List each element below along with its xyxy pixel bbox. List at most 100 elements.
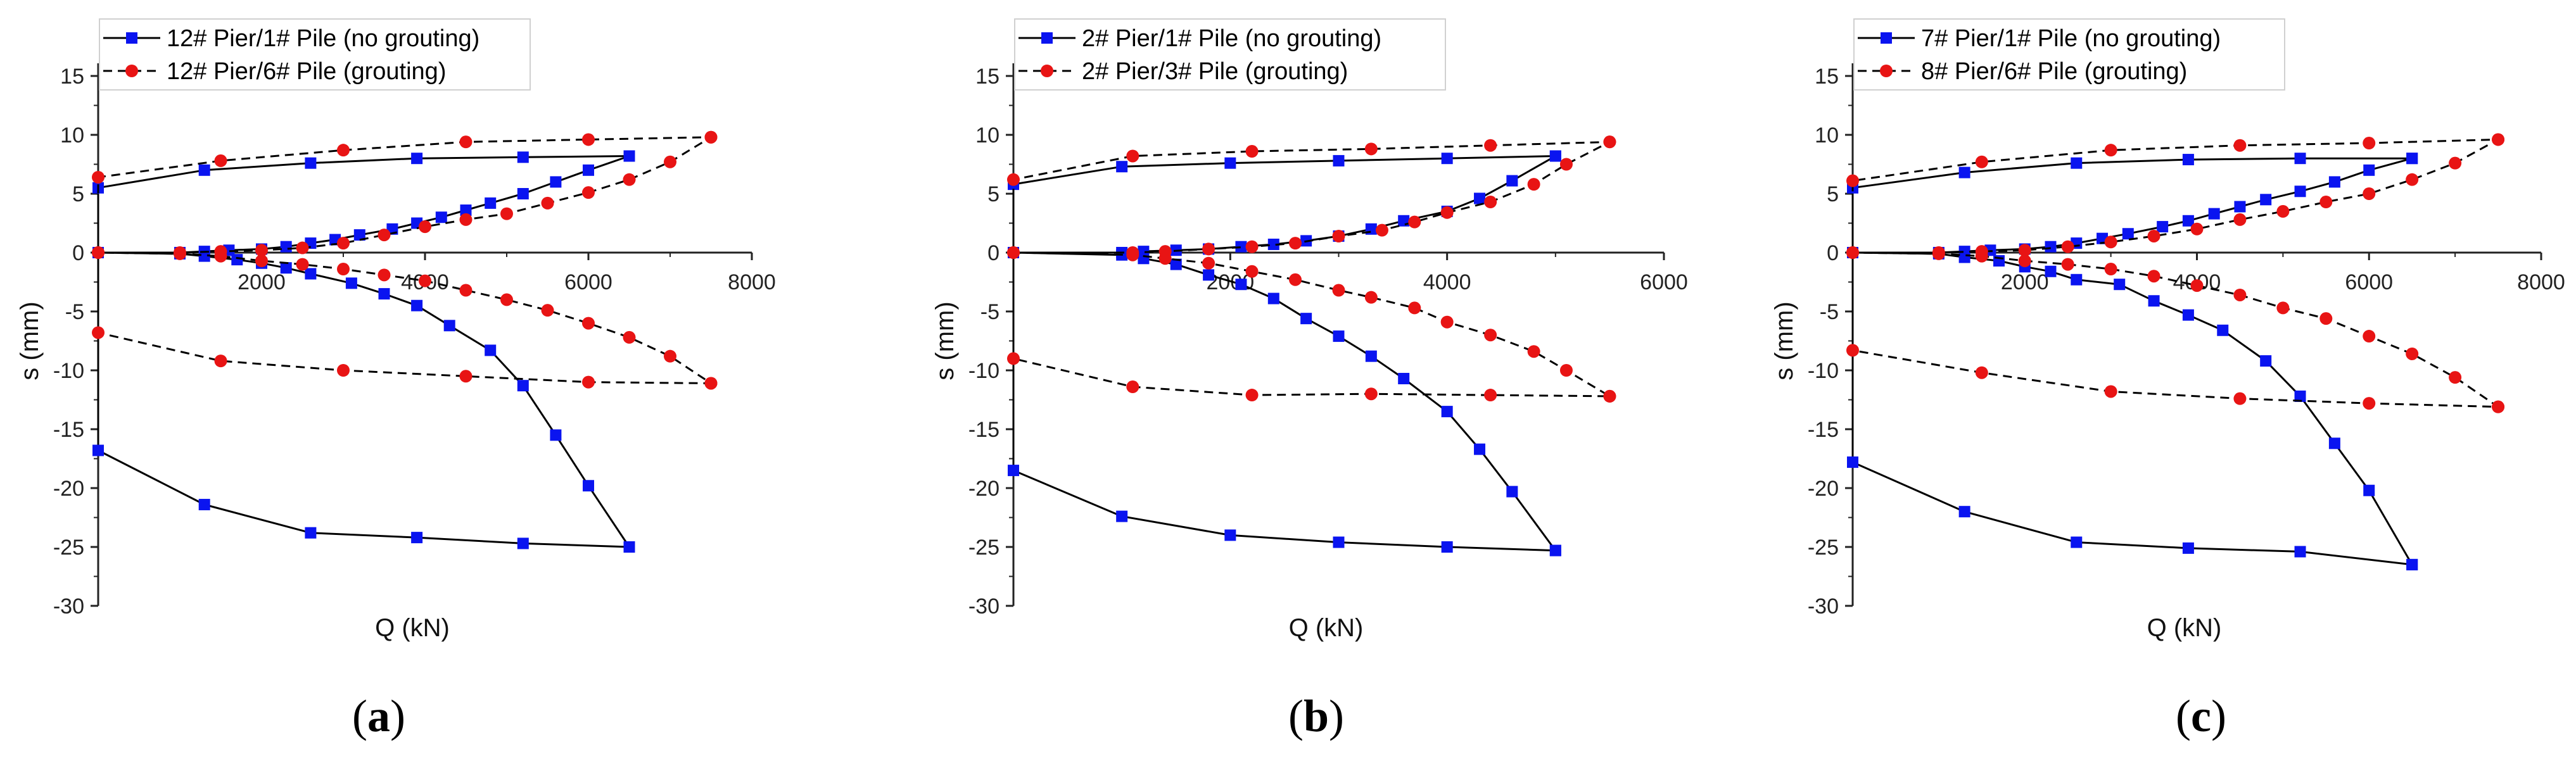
y-tick-label: 0 xyxy=(1827,241,1839,265)
data-point-square xyxy=(411,299,423,311)
data-point-circle xyxy=(459,284,473,297)
y-tick-label: -5 xyxy=(1820,300,1839,324)
y-axis-label: s (mm) xyxy=(1770,301,1798,380)
data-point-square xyxy=(198,164,210,176)
data-point-square xyxy=(411,532,423,544)
y-tick-label: 10 xyxy=(1815,123,1839,148)
data-point-square xyxy=(2045,241,2057,253)
y-tick-label: 5 xyxy=(72,182,84,206)
y-tick-label: 0 xyxy=(987,241,999,265)
data-point-square xyxy=(1958,166,1970,179)
chart-panel-c: 151050-5-10-15-20-25-302000400060008000s… xyxy=(1770,18,2565,741)
data-point-square xyxy=(2071,536,2083,548)
data-point-circle xyxy=(2233,392,2247,405)
data-point-square xyxy=(1300,313,1312,325)
data-point-square xyxy=(2182,215,2194,227)
data-point-circle xyxy=(2363,187,2376,200)
legend: 12# Pier/1# Pile (no grouting) 12# Pier/6… xyxy=(99,18,531,91)
data-point-circle xyxy=(1932,247,1945,260)
y-axis-label: s (mm) xyxy=(931,301,959,380)
data-point-square xyxy=(198,499,210,511)
y-tick-label: -20 xyxy=(53,477,84,501)
data-point-circle xyxy=(582,375,595,389)
data-point-square xyxy=(1333,154,1345,166)
data-point-circle xyxy=(2276,204,2290,218)
data-point-circle xyxy=(378,229,391,242)
data-point-square xyxy=(280,241,292,253)
data-point-circle xyxy=(1975,366,1988,379)
data-point-circle xyxy=(1289,273,1302,286)
series-line xyxy=(97,136,712,384)
y-tick-label: 10 xyxy=(60,123,84,148)
data-point-circle xyxy=(2233,288,2247,301)
data-point-circle xyxy=(2233,139,2247,152)
data-point-square xyxy=(280,262,292,274)
data-point-square xyxy=(485,197,497,209)
data-point-square xyxy=(2294,153,2306,165)
y-tick-label: -15 xyxy=(1808,418,1839,442)
data-point-square xyxy=(583,164,594,176)
data-point-circle xyxy=(2492,133,2505,146)
data-point-circle xyxy=(1527,345,1540,358)
data-point-square xyxy=(485,344,497,356)
x-tick-label: 6000 xyxy=(2345,270,2393,294)
data-point-circle xyxy=(2406,347,2419,360)
data-point-square xyxy=(1441,153,1453,165)
series-line xyxy=(1851,138,2499,408)
data-point-square xyxy=(1958,251,1970,263)
data-point-square xyxy=(2363,164,2375,176)
legend-marker-circle xyxy=(1041,65,1053,77)
data-point-square xyxy=(2071,273,2083,286)
data-point-circle xyxy=(419,274,431,287)
data-point-square xyxy=(550,429,562,441)
data-point-circle xyxy=(459,370,473,383)
data-point-square xyxy=(583,480,594,492)
data-point-square xyxy=(305,527,317,539)
series-no-grouting xyxy=(92,150,635,553)
data-point-circle xyxy=(296,241,309,254)
data-point-square xyxy=(517,188,529,199)
data-point-circle xyxy=(2061,240,2074,253)
data-point-circle xyxy=(214,355,227,368)
data-point-square xyxy=(517,380,529,392)
data-point-square xyxy=(623,150,635,162)
data-point-square xyxy=(2294,390,2306,402)
data-point-square xyxy=(2260,355,2272,367)
data-point-circle xyxy=(1332,229,1345,242)
data-point-square xyxy=(1224,529,1236,541)
data-point-square xyxy=(1398,373,1410,385)
data-point-square xyxy=(305,268,317,280)
data-point-square xyxy=(1506,175,1518,187)
y-tick-label: -30 xyxy=(53,594,84,618)
data-point-circle xyxy=(1484,139,1497,152)
series-grouting xyxy=(1007,135,1616,403)
data-point-square xyxy=(1116,161,1128,173)
data-point-circle xyxy=(214,249,227,263)
data-point-square xyxy=(92,444,104,456)
data-point-circle xyxy=(419,220,431,234)
data-point-circle xyxy=(1408,215,1421,229)
data-point-square xyxy=(198,250,210,262)
y-tick-label: -30 xyxy=(968,594,999,618)
data-point-circle xyxy=(1289,237,1302,250)
legend-box xyxy=(99,18,531,91)
data-point-circle xyxy=(1007,173,1020,186)
data-point-circle xyxy=(255,244,268,257)
legend-entry-label: 2# Pier/1# Pile (no grouting) xyxy=(1082,25,1381,52)
data-point-circle xyxy=(1846,344,1859,357)
data-point-square xyxy=(2157,221,2169,233)
y-tick-label: -10 xyxy=(1808,359,1839,383)
series-line xyxy=(97,155,630,548)
y-tick-label: -10 xyxy=(968,359,999,383)
data-point-circle xyxy=(2018,244,2031,257)
series-line xyxy=(1012,141,1611,398)
x-tick-label: 2000 xyxy=(2001,270,2049,294)
data-point-circle xyxy=(1245,145,1259,158)
data-point-circle xyxy=(2276,301,2290,315)
y-tick-label: -25 xyxy=(968,536,999,560)
data-point-circle xyxy=(1484,196,1497,209)
data-point-square xyxy=(2045,265,2057,277)
data-point-circle xyxy=(500,207,513,220)
